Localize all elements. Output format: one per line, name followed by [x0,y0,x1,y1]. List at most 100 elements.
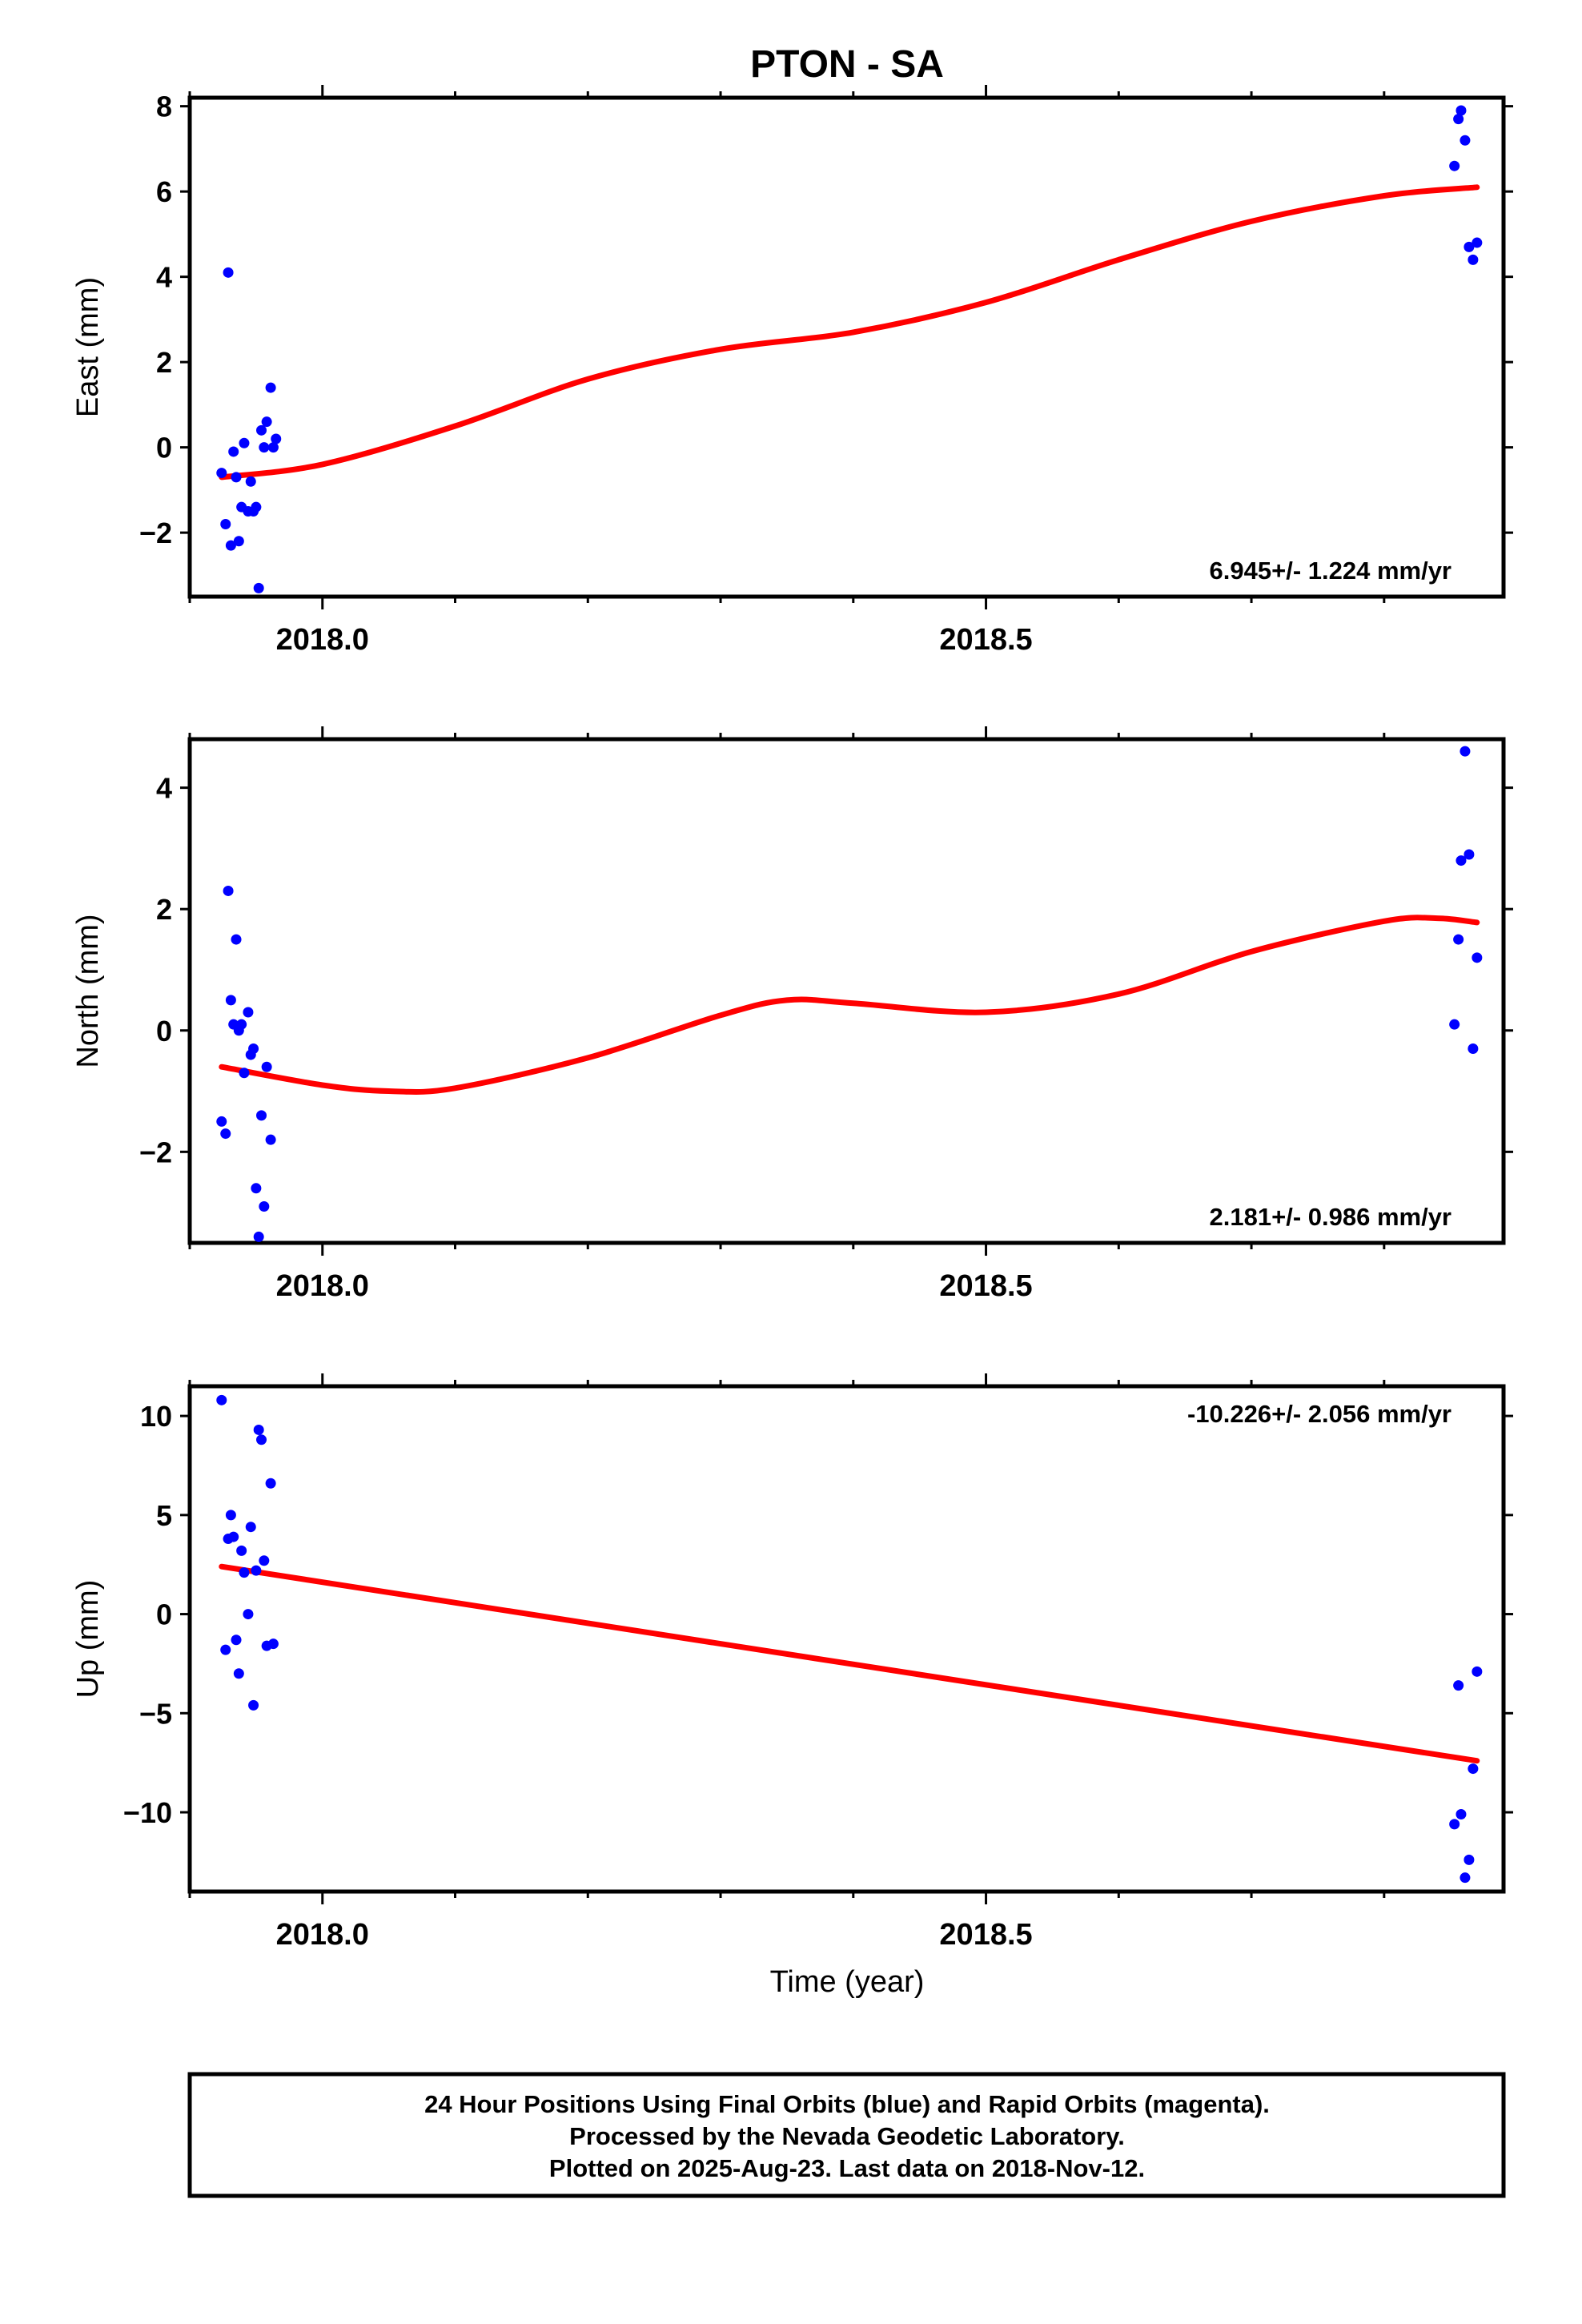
up-xtick-label: 2018.0 [276,1918,369,1952]
east-data-point [1464,241,1475,252]
north-rate-label: 2.181+/- 0.986 mm/yr [1210,1203,1452,1231]
north-data-point [243,1007,254,1018]
caption-box [187,2072,1506,2198]
east-data-point [271,433,282,444]
east-ytick-label: 0 [156,432,172,464]
east-ytick-label: 6 [156,175,172,208]
east-data-point [1456,105,1467,116]
north-data-point [1453,934,1464,945]
up-ytick-label: −10 [123,1796,172,1829]
east-frame [187,95,1506,599]
east-xtick-label: 2018.5 [939,623,1032,657]
east-data-point [1468,254,1479,265]
up-y-axis-label: Up (mm) [71,1580,105,1699]
east-data-point [233,536,244,547]
north-data-point [225,995,236,1006]
east-data-point [225,540,236,551]
north-xtick-label: 2018.5 [939,1269,1032,1303]
up-data-point [253,1424,264,1435]
up-data-point [256,1434,267,1445]
east-data-point [239,437,250,448]
east-data-point [261,416,272,428]
north-fit-line [219,915,1480,1095]
north-xtick-label: 2018.0 [276,1269,369,1303]
north-data-point [261,1061,272,1072]
east-data-point [259,442,270,453]
north-ytick-label: −2 [139,1136,172,1168]
up-data-point [225,1510,236,1521]
east-ytick-label: 8 [156,90,172,123]
east-data-point [220,518,231,529]
north-panel: 4 2 0 −2 2018.0 2018.5 North (mm) 2.181+/- 0.98… [71,726,1513,1303]
north-data-point [239,1068,250,1079]
east-data-point [231,472,242,483]
north-data-point [265,1134,276,1145]
north-data-point [1456,855,1467,866]
up-fit-line [219,1563,1480,1764]
east-xtick-label: 2018.0 [276,623,369,657]
up-data-point [216,1394,227,1405]
up-ytick-label: 10 [140,1400,172,1433]
caption-line-2: Processed by the Nevada Geodetic Laborat… [569,2122,1125,2150]
east-panel: 8 6 4 2 0 −2 2018.0 2018.5 East (mm) 6.945+/- 1.2… [71,85,1513,657]
up-ytick-label: −5 [139,1697,172,1730]
up-data-point [265,1478,276,1489]
east-data-point [253,582,264,593]
up-data-point [236,1545,247,1556]
up-data-point [233,1668,244,1679]
north-data-point [231,934,242,945]
x-axis-label: Time (year) [770,1965,925,1999]
up-data-point [1460,1872,1471,1884]
north-data-point [251,1183,262,1194]
up-data-point [267,1638,279,1650]
north-data-point [216,1116,227,1127]
up-data-point [1468,1763,1479,1775]
north-data-point [1472,952,1483,963]
east-data-point [216,468,227,479]
up-data-point [259,1555,270,1566]
north-data-point [220,1128,231,1140]
up-data-point [1449,1819,1460,1830]
east-fit-line [219,184,1480,480]
east-data-point [1460,135,1471,146]
east-data-point [267,442,279,453]
east-ytick-label: 4 [156,261,172,294]
east-data-point [1472,237,1483,248]
north-data-point [1468,1043,1479,1054]
north-ytick-label: 2 [156,893,172,926]
up-ytick-label: 5 [156,1499,172,1532]
up-xtick-label: 2018.5 [939,1918,1032,1952]
up-data-point [245,1522,256,1533]
east-rate-label: 6.945+/- 1.224 mm/yr [1210,557,1452,585]
up-data-point [220,1644,231,1655]
north-ytick-label: 4 [156,772,172,805]
north-ytick-label: 0 [156,1015,172,1047]
east-data-point [223,267,234,278]
north-frame [187,737,1506,1245]
east-data-point [228,446,239,457]
north-data-point [256,1110,267,1121]
north-data-point [248,1043,259,1054]
caption-line-3: Plotted on 2025-Aug-23. Last data on 201… [549,2154,1145,2182]
chart-title: PTON - SA [750,43,944,86]
up-data-point [1453,1680,1464,1691]
east-data-point [1449,160,1460,171]
up-data-point [228,1531,239,1542]
up-data-point [1464,1854,1475,1865]
east-y-axis-label: East (mm) [71,277,105,417]
up-data-point [1472,1666,1483,1677]
east-data-point [251,501,262,513]
up-data-point [231,1634,242,1646]
east-ytick-label: −2 [139,517,172,549]
up-data-point [251,1565,262,1576]
up-frame [187,1384,1506,1894]
up-panel: 10 5 0 −5 −10 2018.0 2018.5 Up (mm) -10.226+/- 2… [71,1373,1513,1952]
up-data-point [248,1699,259,1711]
east-data-point [1453,114,1464,125]
east-data-point [256,424,267,436]
up-data-point [239,1567,250,1578]
north-data-point [253,1231,264,1242]
north-data-point [259,1201,270,1212]
north-data-point [223,885,234,896]
